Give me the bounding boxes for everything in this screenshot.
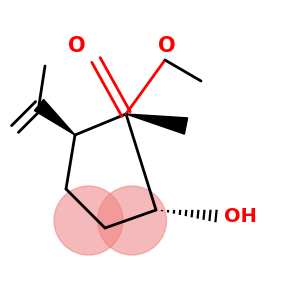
Polygon shape	[126, 114, 188, 134]
Text: OH: OH	[224, 207, 256, 226]
Polygon shape	[34, 100, 75, 135]
Circle shape	[98, 186, 166, 255]
Text: O: O	[68, 37, 85, 56]
Circle shape	[54, 186, 123, 255]
Text: O: O	[158, 37, 175, 56]
